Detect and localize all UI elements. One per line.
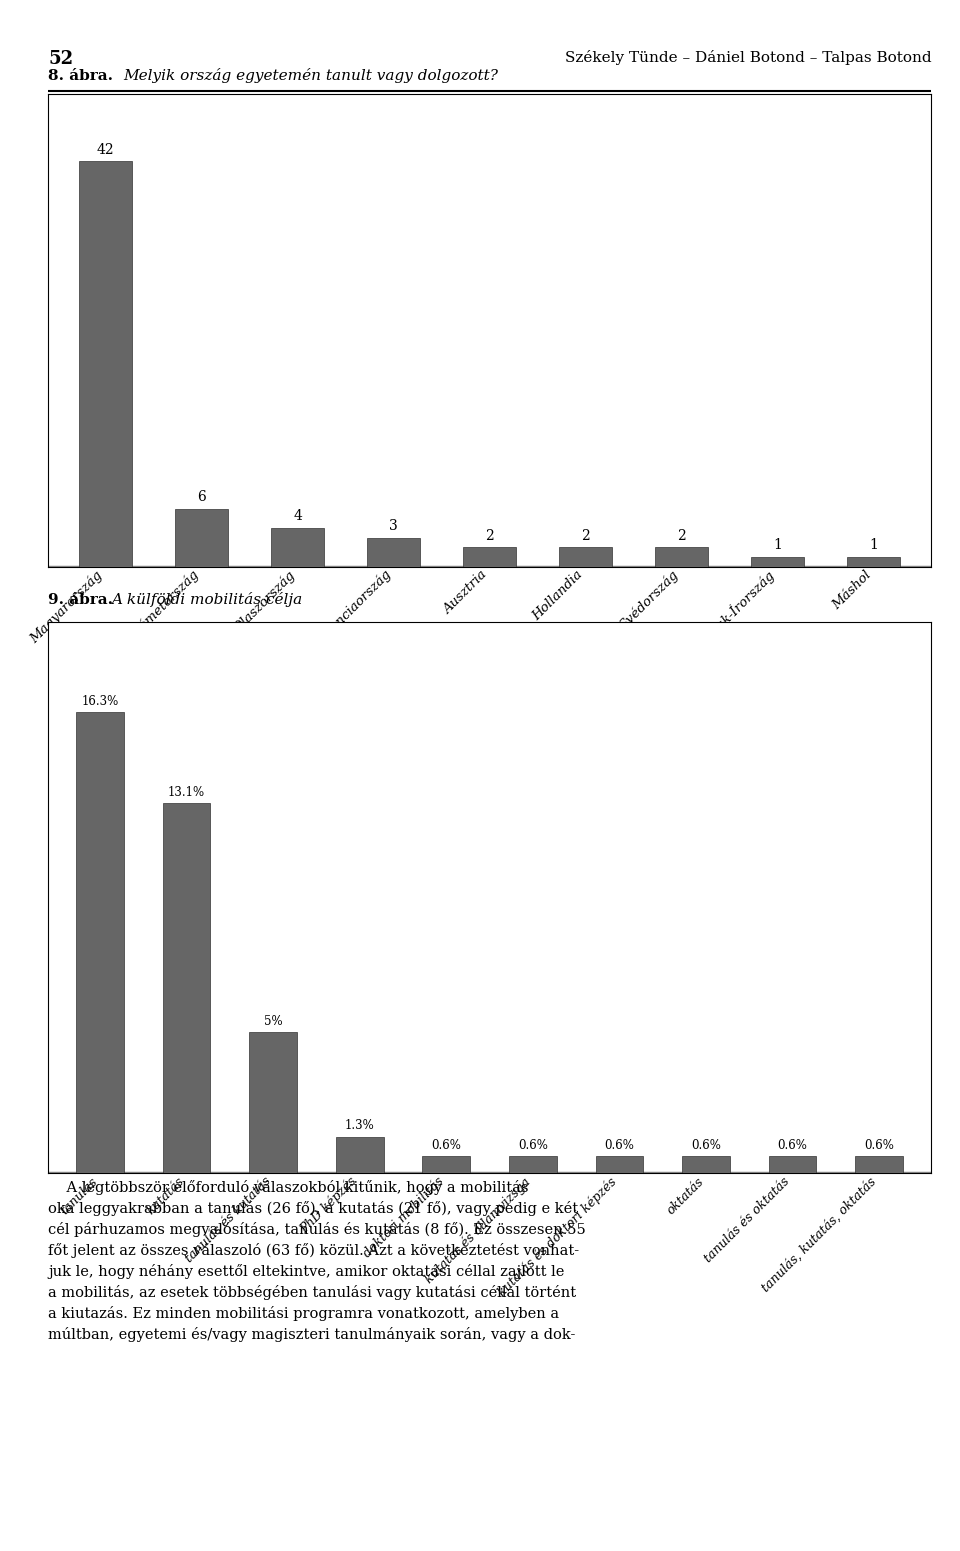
Text: 1: 1 [773, 538, 782, 552]
Bar [655, 548, 708, 566]
Bar [559, 548, 612, 566]
Text: 0.6%: 0.6% [691, 1138, 721, 1152]
Bar [336, 1137, 384, 1173]
Text: 0.6%: 0.6% [605, 1138, 635, 1152]
Bar [272, 527, 324, 566]
Bar [751, 557, 804, 566]
Text: 2: 2 [677, 529, 686, 543]
Text: Melyik ország egyetemén tanult vagy dolgozott?: Melyik ország egyetemén tanult vagy dolg… [123, 68, 498, 82]
Text: 1: 1 [869, 538, 878, 552]
Text: 2: 2 [581, 529, 590, 543]
Text: A külföldi mobilitás célja: A külföldi mobilitás célja [111, 592, 302, 608]
Bar [769, 1157, 816, 1173]
Text: 0.6%: 0.6% [778, 1138, 807, 1152]
Bar [175, 509, 228, 566]
Bar [509, 1157, 557, 1173]
Bar [368, 538, 420, 566]
Bar [250, 1031, 297, 1173]
Text: 0.6%: 0.6% [518, 1138, 548, 1152]
Text: 5%: 5% [264, 1014, 282, 1028]
Text: 3: 3 [389, 520, 398, 534]
Bar [464, 548, 516, 566]
Text: 6: 6 [197, 490, 206, 504]
Bar [683, 1157, 730, 1173]
Text: 0.6%: 0.6% [864, 1138, 894, 1152]
Text: 42: 42 [97, 143, 114, 157]
Text: 4: 4 [293, 509, 302, 523]
Bar [595, 1157, 643, 1173]
Text: Székely Tünde – Dániel Botond – Talpas Botond: Székely Tünde – Dániel Botond – Talpas B… [564, 50, 931, 65]
Bar [422, 1157, 470, 1173]
Text: 8. ábra.: 8. ábra. [48, 68, 118, 82]
Text: 2: 2 [485, 529, 494, 543]
Text: 16.3%: 16.3% [82, 695, 119, 709]
Text: 13.1%: 13.1% [168, 785, 205, 799]
Bar [163, 803, 210, 1173]
Text: 0.6%: 0.6% [431, 1138, 461, 1152]
Bar [847, 557, 900, 566]
Bar [79, 161, 132, 566]
Bar [76, 712, 124, 1173]
Text: A legtöbbször előforduló válaszokból kitűnik, hogy a mobilitás
oka leggyakrabban: A legtöbbször előforduló válaszokból kit… [48, 1180, 586, 1342]
Text: 9. ábra.: 9. ábra. [48, 592, 118, 606]
Text: 52: 52 [48, 50, 73, 68]
Bar [855, 1157, 903, 1173]
Text: 1.3%: 1.3% [345, 1120, 374, 1132]
